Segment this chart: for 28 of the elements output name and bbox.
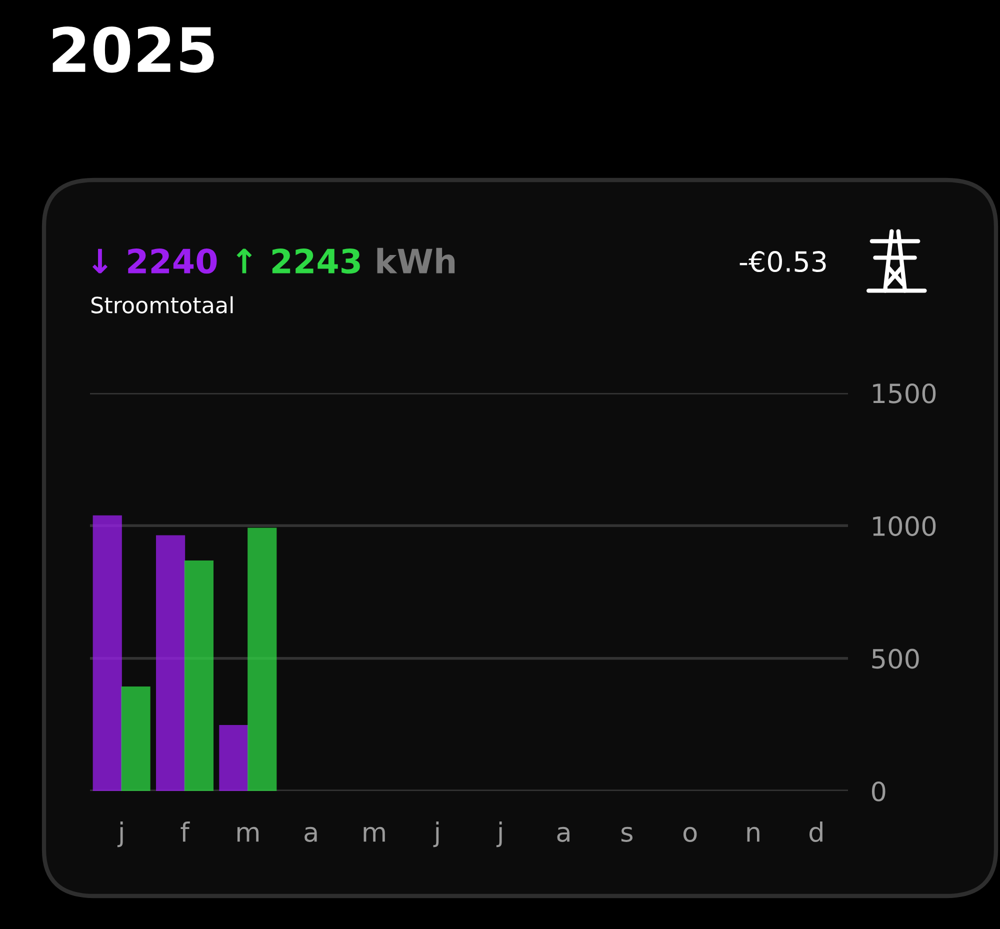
bar bbox=[248, 528, 277, 791]
y-tick-label: 1500 bbox=[873, 383, 936, 404]
x-tick-label: j bbox=[496, 822, 502, 848]
x-tick-label: j bbox=[433, 822, 439, 848]
bar bbox=[121, 686, 150, 791]
x-tick-label: s bbox=[621, 826, 633, 842]
bar bbox=[184, 560, 214, 791]
text: -€0.53 bbox=[740, 251, 826, 272]
x-tick-label: a bbox=[557, 826, 570, 842]
x-tick-label: o bbox=[683, 826, 697, 842]
bar bbox=[156, 535, 186, 791]
bar bbox=[219, 724, 248, 791]
x-tick-label: f bbox=[180, 822, 190, 842]
x-tick-label: m bbox=[237, 826, 259, 842]
x-tick-label: m bbox=[364, 826, 385, 842]
x-tick-label: j bbox=[117, 822, 123, 848]
x-tick-label: a bbox=[304, 826, 317, 842]
text: ↑ 2243 bbox=[236, 248, 360, 274]
bar bbox=[92, 515, 122, 791]
x-tick-label: n bbox=[747, 826, 760, 842]
y-tick-label: 500 bbox=[872, 648, 919, 669]
y-tick-label: 0 bbox=[872, 781, 886, 802]
text: ↓ 2240 bbox=[92, 248, 217, 274]
x-tick-label: d bbox=[809, 822, 822, 842]
text: kWh bbox=[377, 248, 455, 274]
chart-subtitle: Stroomtotaal bbox=[91, 296, 233, 314]
y-tick-label: 1000 bbox=[873, 516, 936, 536]
chart-title: 2025 bbox=[52, 26, 214, 73]
